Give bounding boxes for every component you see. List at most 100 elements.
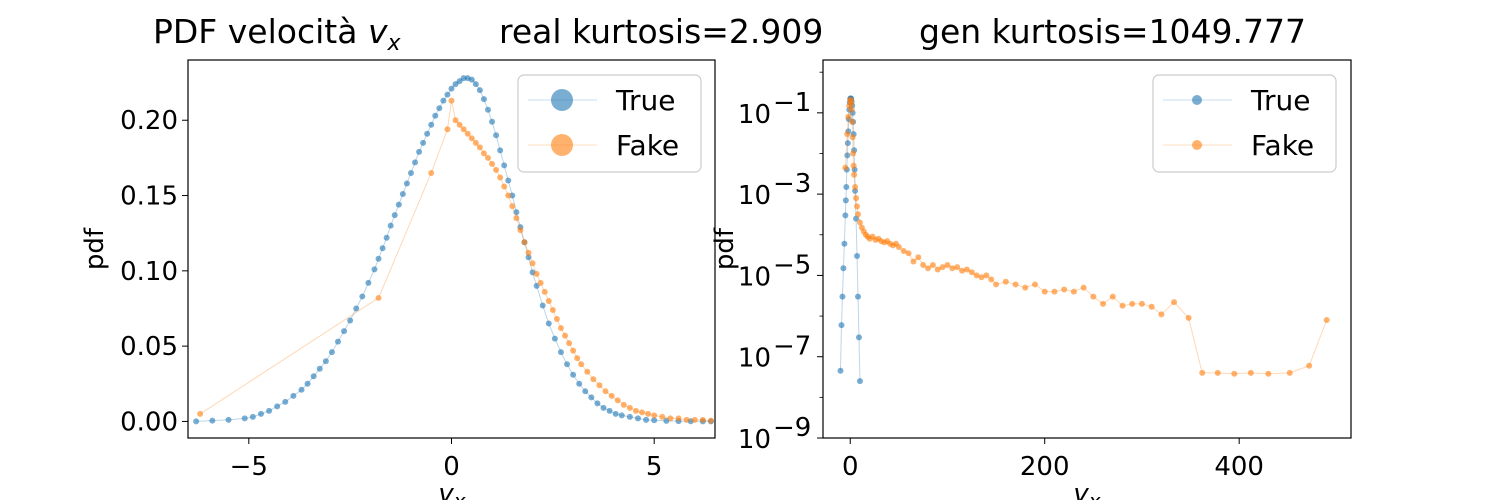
left-fake-point xyxy=(509,203,516,210)
left-fake-point xyxy=(545,297,552,304)
gen-kurtosis-label: gen kurtosis=1049.777 xyxy=(919,12,1306,51)
left-true-point xyxy=(480,96,487,103)
left-true-point xyxy=(225,416,232,423)
left-true-point xyxy=(341,328,348,335)
right-fake-point xyxy=(1138,300,1145,307)
left-true-point xyxy=(448,85,455,92)
left-true-point xyxy=(403,180,410,187)
right-true-point xyxy=(837,367,844,374)
left-true-point xyxy=(322,358,329,365)
left-true-point xyxy=(375,255,382,262)
left-true-point xyxy=(634,415,641,422)
left-true-point xyxy=(557,349,564,356)
left-fake-point xyxy=(533,270,540,277)
right-legend-true-label: True xyxy=(1250,84,1310,117)
left-legend-true-marker xyxy=(551,89,573,111)
right-true-point xyxy=(855,293,862,300)
right-y-tick-label: 10 xyxy=(738,100,771,130)
right-true-point xyxy=(844,140,851,147)
left-true-point xyxy=(551,335,558,342)
right-x-axis-label: vx xyxy=(1073,479,1100,500)
left-true-point xyxy=(505,177,512,184)
left-fake-point xyxy=(651,412,658,419)
left-true-point xyxy=(424,130,431,137)
right-y-axis-label: pdf xyxy=(710,227,740,270)
left-true-point xyxy=(564,361,571,368)
left-true-point xyxy=(379,245,386,252)
left-y-tick-label: 0.05 xyxy=(120,332,178,362)
right-fake-point xyxy=(850,162,857,169)
right-fake-point xyxy=(1158,311,1165,318)
right-fake-point xyxy=(1306,362,1313,369)
right-fake-point xyxy=(854,203,861,210)
left-fake-point xyxy=(537,279,544,286)
right-fake-point xyxy=(925,265,932,272)
right-fake-point xyxy=(993,281,1000,288)
left-true-point xyxy=(209,417,216,424)
left-fake-point xyxy=(529,260,536,267)
left-true-point xyxy=(193,418,200,425)
left-true-point xyxy=(420,139,427,146)
left-true-point xyxy=(391,212,398,219)
left-fake-point xyxy=(468,135,475,142)
right-fake-point xyxy=(915,254,922,261)
right-fake-point xyxy=(939,264,946,271)
right-fake-point xyxy=(1323,317,1330,323)
right-fake-point xyxy=(1080,284,1087,291)
right-fake-point xyxy=(1119,302,1126,309)
right-fake-point xyxy=(851,171,858,178)
right-fake-point xyxy=(1171,299,1178,306)
left-x-tick-label: −5 xyxy=(230,452,268,482)
left-fake-point xyxy=(460,126,467,133)
left-fake-point xyxy=(452,117,459,124)
right-fake-point xyxy=(1265,370,1272,377)
left-true-point xyxy=(328,349,335,356)
left-true-point xyxy=(539,302,546,309)
right-fake-point xyxy=(978,274,985,281)
left-y-tick-label: 0.15 xyxy=(120,182,178,212)
left-x-tick-label: 0 xyxy=(443,452,460,482)
right-fake-point xyxy=(973,272,980,279)
left-fake-point xyxy=(549,306,556,313)
left-fake-point xyxy=(448,97,455,104)
right-fake-point xyxy=(920,262,927,269)
right-fake-point xyxy=(983,272,990,279)
right-y-tick-exponent: −5 xyxy=(773,250,811,280)
left-true-point xyxy=(513,209,520,216)
right-y-tick-exponent: −7 xyxy=(773,332,811,362)
left-true-point xyxy=(600,404,607,411)
right-true-point xyxy=(843,183,850,190)
left-true-point xyxy=(249,413,256,420)
right-fake-point xyxy=(1022,284,1029,291)
left-fake-point xyxy=(707,417,714,424)
right-legend-true-marker xyxy=(1192,95,1202,105)
right-fake-point xyxy=(848,100,855,107)
left-fake-point xyxy=(428,169,435,176)
left-fake-point xyxy=(484,154,491,161)
figure-title: PDF velocità vx xyxy=(153,12,401,56)
left-fake-point xyxy=(521,239,528,246)
left-fake-point xyxy=(590,376,597,383)
right-true-point xyxy=(840,265,847,272)
right-x-tick-label: 400 xyxy=(1214,452,1264,482)
left-true-point xyxy=(525,254,532,261)
left-fake-point xyxy=(476,144,483,151)
left-fake-point xyxy=(626,404,633,411)
right-fake-point xyxy=(1148,303,1155,310)
right-fake-point xyxy=(988,276,995,283)
right-legend-fake-marker xyxy=(1192,140,1202,150)
left-true-point xyxy=(489,118,496,125)
right-fake-point xyxy=(968,269,975,276)
left-fake-point xyxy=(472,139,479,146)
left-true-point xyxy=(310,373,317,380)
right-fake-point xyxy=(1100,300,1107,307)
right-fake-point xyxy=(852,183,859,190)
left-true-point xyxy=(444,91,451,98)
left-fake-point xyxy=(632,407,639,414)
right-fake-point xyxy=(1070,288,1077,295)
left-fake-point xyxy=(570,347,577,354)
left-fake-point xyxy=(578,361,585,368)
left-true-point xyxy=(371,266,378,273)
right-plot-marks xyxy=(837,95,1330,385)
